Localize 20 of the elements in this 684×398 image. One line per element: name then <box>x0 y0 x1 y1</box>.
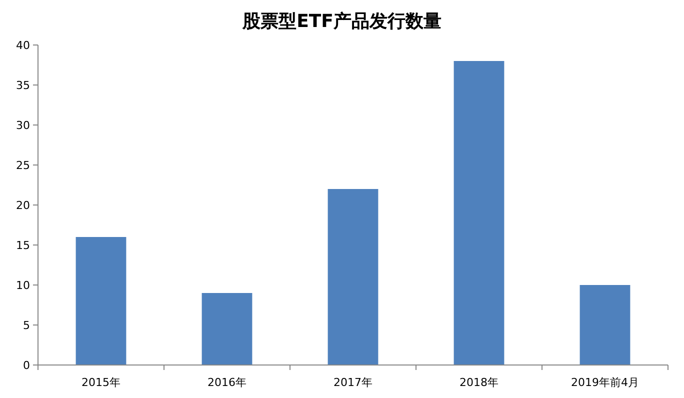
x-tick-label: 2018年 <box>460 376 498 389</box>
x-tick-label: 2015年 <box>82 376 120 389</box>
x-tick-label: 2019年前4月 <box>571 376 639 389</box>
chart-title: 股票型ETF产品发行数量 <box>242 11 442 32</box>
y-tick-label: 0 <box>23 359 30 372</box>
y-tick-label: 40 <box>16 39 30 52</box>
bar <box>328 189 378 365</box>
y-tick-label: 35 <box>16 79 30 92</box>
y-tick-label: 5 <box>23 319 30 332</box>
y-tick-label: 30 <box>16 119 30 132</box>
y-tick-label: 15 <box>16 239 30 252</box>
bar <box>202 293 252 365</box>
x-tick-label: 2017年 <box>334 376 372 389</box>
y-tick-label: 25 <box>16 159 30 172</box>
bar <box>580 285 630 365</box>
y-tick-label: 10 <box>16 279 30 292</box>
bar <box>76 237 126 365</box>
y-tick-label: 20 <box>16 199 30 212</box>
x-tick-label: 2016年 <box>208 376 246 389</box>
bar <box>454 61 504 365</box>
